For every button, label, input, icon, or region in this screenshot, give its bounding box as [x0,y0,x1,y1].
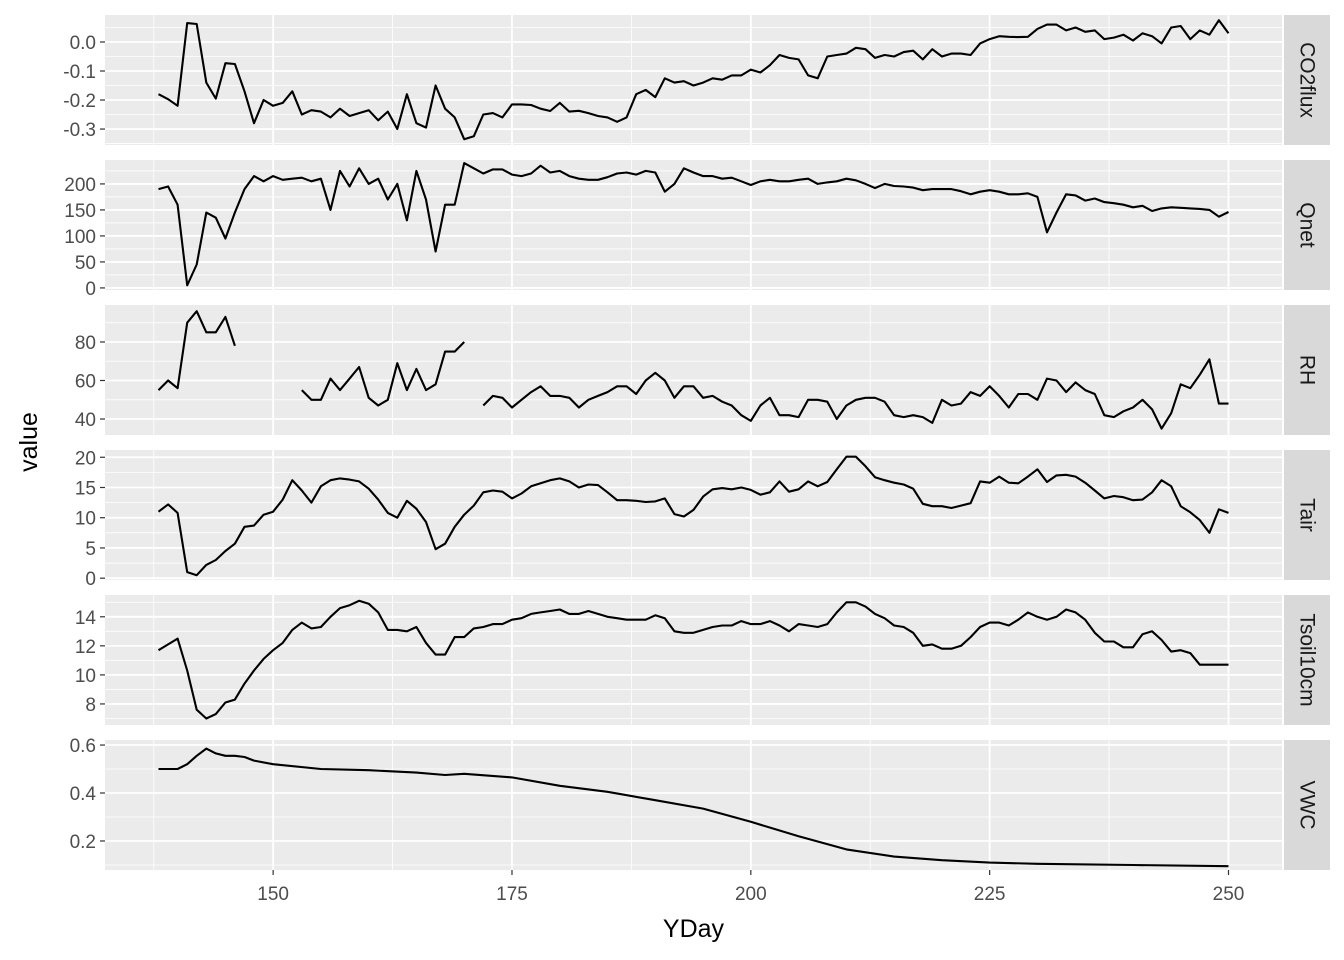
y-tick-label: 12 [75,637,96,658]
facet-strip-label: CO2flux [1296,42,1319,118]
facet-strip [1284,740,1330,870]
y-tick-label: 8 [85,695,96,716]
y-tick-label: 80 [75,333,96,354]
facet-strip [1284,15,1330,145]
y-tick-label: 15 [75,478,96,499]
facet-strip-label: Tair [1296,498,1319,532]
facet-strip [1284,160,1330,290]
facet-strip-label: RH [1296,355,1319,385]
series-line-CO2flux [158,19,1230,141]
y-tick-label: 14 [75,608,97,629]
y-tick-label: 40 [75,410,96,431]
panel-background [105,305,1282,435]
x-tick-label: 200 [735,884,767,905]
panel-Qnet: 0 50 100 150 200 Qnet [64,160,1330,300]
y-tick-label: 0.2 [70,832,96,853]
series-line-Tair [157,455,1229,577]
facet-strip-label: Tsoil10cm [1296,613,1319,706]
series-line-RH [157,310,1229,430]
x-tick-label: 150 [257,884,289,905]
panel-background [105,15,1282,145]
y-tick-label: 10 [75,509,96,530]
panel-background [105,160,1282,290]
panel-Tsoil10cm: 8 10 12 14 Tsoil10cm [75,595,1330,725]
facet-strip [1284,450,1330,580]
series-line-VWC [158,747,1229,868]
x-tick-label: 225 [974,884,1006,905]
y-tick-label: -0.3 [63,120,96,141]
facet-strip-label: Qnet [1296,202,1319,248]
panel-background [105,740,1282,870]
panel-VWC: 0.2 0.4 0.6 VWC [70,736,1330,870]
x-tick-label: 175 [496,884,528,905]
panel-Tair: 0 5 10 15 20 Tair [75,448,1330,590]
y-tick-label: 0.0 [70,33,96,54]
panel-CO2flux: -0.3 -0.2 -0.1 0.0 CO2flux [63,15,1330,145]
x-tick-label: 250 [1213,884,1245,905]
y-tick-label: 0 [85,569,96,590]
y-tick-label: 10 [75,666,96,687]
y-tick-label: 50 [75,253,96,274]
panel-RH: 40 60 80 RH [75,305,1330,435]
y-tick-label: 0 [85,279,96,300]
y-tick-label: 100 [64,227,96,248]
y-tick-label: 60 [75,371,96,392]
y-tick-label: 20 [75,448,96,469]
y-tick-label: 150 [64,201,96,222]
y-tick-label: 200 [64,175,96,196]
facet-strip [1284,595,1330,725]
y-tick-label: -0.2 [63,91,96,112]
y-axis-title: value [15,412,43,472]
series-line-Tsoil10cm [157,599,1229,720]
facet-strip-label: VWC [1296,781,1319,830]
panel-background [105,450,1282,580]
series-line-Qnet [158,162,1229,287]
y-tick-label: 0.4 [70,784,97,805]
y-tick-label: 0.6 [70,736,96,757]
x-axis-title: YDay [663,915,725,943]
y-tick-label: -0.1 [63,62,96,83]
facet-strip [1284,305,1330,435]
y-tick-label: 5 [85,539,96,560]
